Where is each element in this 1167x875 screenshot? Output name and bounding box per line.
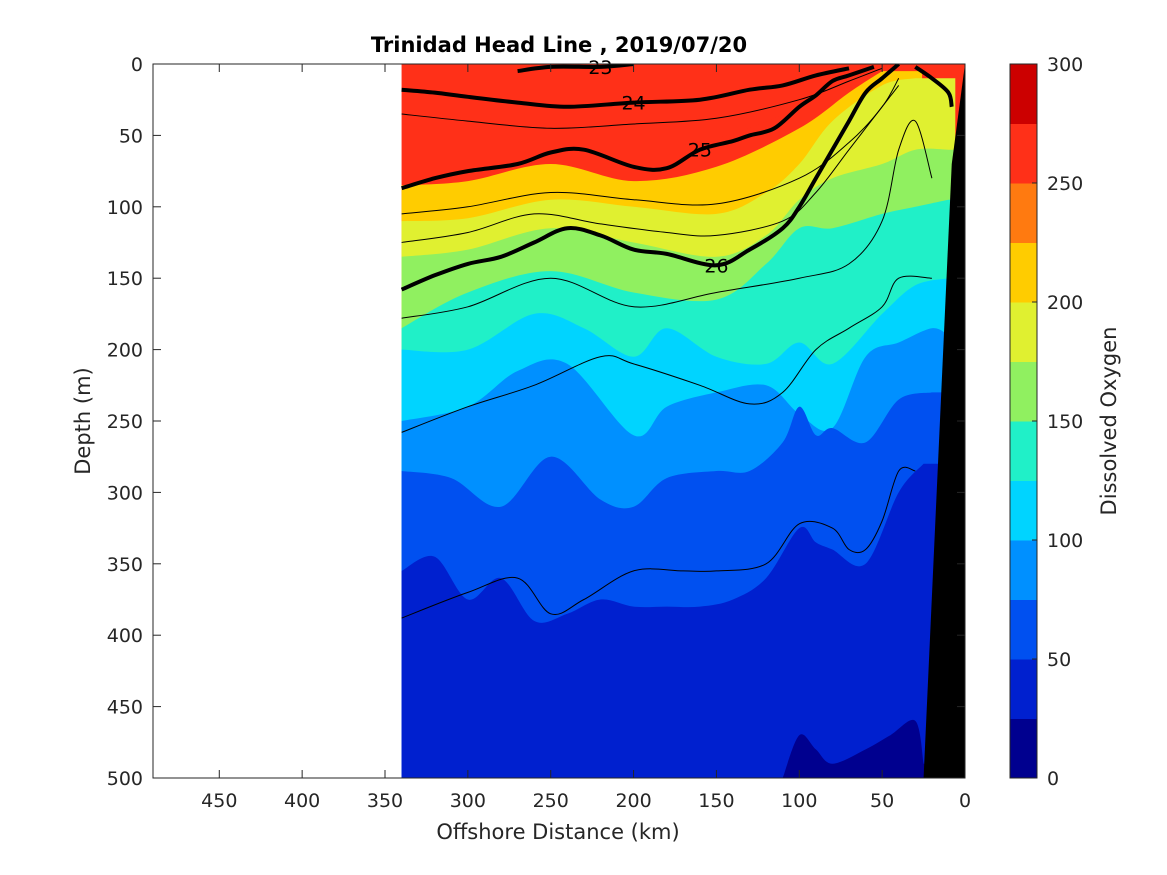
colorbar-swatch <box>1010 242 1037 303</box>
density-contour-line-4 <box>914 65 954 108</box>
x-tick-label: 0 <box>959 790 971 812</box>
density-contour-line-8 <box>401 119 933 319</box>
density-contour-24 <box>401 66 850 109</box>
x-tick-label: 200 <box>615 790 651 812</box>
density-contour-line-9 <box>401 275 932 433</box>
x-tick-label: 50 <box>870 790 894 812</box>
y-tick-label: 150 <box>107 268 143 290</box>
colorbar-swatch <box>1010 659 1037 719</box>
colorbar-swatch <box>1010 480 1037 541</box>
colorbar-swatch <box>1010 302 1037 362</box>
colorbar-tick-label: 300 <box>1047 54 1083 76</box>
y-tick-label: 100 <box>107 197 143 219</box>
colorbar-tick-label: 250 <box>1047 173 1083 195</box>
x-tick-label: 450 <box>201 790 237 812</box>
density-contour-23 <box>517 64 634 74</box>
colorbar-swatch <box>1010 183 1037 243</box>
colorbar-swatch <box>1010 123 1037 184</box>
density-contour-line-7 <box>401 85 900 243</box>
density-contour-label: 25 <box>688 140 712 162</box>
colorbar-swatch <box>1010 540 1037 600</box>
y-tick-label: 0 <box>131 54 143 76</box>
density-contour-line-6 <box>401 78 900 215</box>
colorbar-tick-label: 100 <box>1047 530 1083 552</box>
y-tick-label: 400 <box>107 625 143 647</box>
density-contour-25 <box>401 65 875 191</box>
y-axis-title: Depth (m) <box>71 367 95 474</box>
colorbar-swatch <box>1010 64 1037 124</box>
colorbar-swatch <box>1010 718 1037 779</box>
y-tick-label: 500 <box>107 768 143 790</box>
x-tick-label: 100 <box>781 790 817 812</box>
density-contour-line-10 <box>401 466 916 619</box>
oxygen-band-25 <box>782 719 964 778</box>
density-contour-label: 23 <box>588 57 612 79</box>
oxygen-fill-layer <box>401 64 965 778</box>
bathymetry-layer <box>923 64 965 778</box>
chart-title: Trinidad Head Line , 2019/07/20 <box>371 33 747 57</box>
y-tick-label: 50 <box>119 125 143 147</box>
x-tick-label: 300 <box>450 790 486 812</box>
colorbar-tick-label: 200 <box>1047 292 1083 314</box>
colorbar: 300 250 200 150 100 50 0 <box>1009 54 1083 790</box>
colorbar-swatch <box>1010 599 1037 660</box>
x-tick-label: 400 <box>284 790 320 812</box>
y-tick-label: 300 <box>107 482 143 504</box>
density-contour-line-5 <box>401 67 883 129</box>
x-tick-label: 250 <box>533 790 569 812</box>
colorbar-tick-label: 150 <box>1047 411 1083 433</box>
seafloor-shape <box>923 64 965 778</box>
colorbar-tick-label: 50 <box>1047 649 1071 671</box>
density-contour-26 <box>401 64 901 292</box>
colorbar-swatch <box>1010 361 1037 422</box>
y-tick-label: 450 <box>107 697 143 719</box>
density-contour-label: 24 <box>621 93 645 115</box>
x-tick-label: 350 <box>367 790 403 812</box>
density-contour-layer <box>401 64 954 619</box>
colorbar-title: Dissolved Oxygen <box>1097 327 1121 516</box>
density-contour-label: 26 <box>704 255 728 277</box>
y-tick-label: 250 <box>107 411 143 433</box>
x-axis: 450 400 350 300 250 200 150 100 50 0 <box>201 64 971 812</box>
y-tick-label: 350 <box>107 554 143 576</box>
oxygen-band-50 <box>401 463 964 778</box>
y-axis: 0 50 100 150 200 250 300 350 400 450 500 <box>107 54 965 790</box>
density-label-layer: 23 24 25 26 <box>588 57 728 277</box>
y-tick-label: 200 <box>107 340 143 362</box>
colorbar-tick-label: 0 <box>1047 768 1059 790</box>
x-axis-title: Offshore Distance (km) <box>436 820 679 844</box>
x-tick-label: 150 <box>698 790 734 812</box>
colorbar-swatch <box>1010 421 1037 481</box>
